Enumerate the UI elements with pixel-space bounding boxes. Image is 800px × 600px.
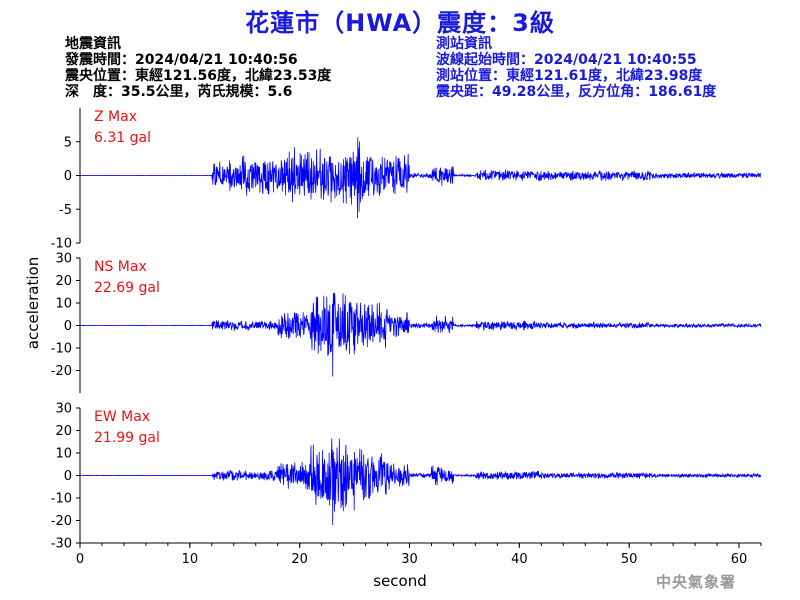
max-label: EW Max <box>94 409 150 425</box>
max-value: 6.31 gal <box>94 130 151 146</box>
y-tick-label: 10 <box>55 297 72 312</box>
y-tick-label: -10 <box>51 342 72 357</box>
quake-epicenter: 震央位置：東經121.56度，北緯23.53度 <box>65 68 332 84</box>
waveform-ew <box>79 438 762 526</box>
y-tick-label: 30 <box>55 252 72 267</box>
station-location: 測站位置：東經121.61度，北緯23.98度 <box>436 68 703 84</box>
y-tick-label: 20 <box>55 424 72 439</box>
x-axis-label: second <box>373 572 427 590</box>
waveform-z <box>79 137 762 219</box>
x-tick-label: 40 <box>511 552 528 567</box>
y-tick-label: 0 <box>64 319 72 334</box>
y-tick-label: -10 <box>51 237 72 252</box>
station-info-heading: 測站資訊 <box>436 36 492 52</box>
station-info: 測站資訊 波線起始時間：2024/04/21 10:40:55 測站位置：東經1… <box>436 36 716 100</box>
y-axis-label: acceleration <box>24 257 42 349</box>
max-label: NS Max <box>94 259 147 275</box>
max-label: Z Max <box>94 109 137 125</box>
x-tick-label: 10 <box>182 552 199 567</box>
page-title: 花蓮市（HWA）震度：3級 <box>245 9 555 37</box>
waveform-ns <box>79 292 762 377</box>
x-tick-label: 0 <box>76 552 84 567</box>
y-tick-label: 30 <box>55 402 72 417</box>
y-tick-label: -5 <box>59 203 72 218</box>
y-tick-label: 10 <box>55 447 72 462</box>
y-tick-label: -30 <box>51 537 72 552</box>
station-wave-start: 波線起始時間：2024/04/21 10:40:55 <box>436 52 697 68</box>
x-tick-label: 50 <box>621 552 638 567</box>
quake-info: 地震資訊 發震時間：2024/04/21 10:40:56 震央位置：東經121… <box>65 36 331 100</box>
y-tick-label: -10 <box>51 492 72 507</box>
y-tick-label: -20 <box>51 364 72 379</box>
station-distance: 震央距：49.28公里，反方位角：186.61度 <box>436 84 717 100</box>
x-tick-label: 60 <box>731 552 748 567</box>
y-tick-label: 0 <box>64 469 72 484</box>
quake-depth-magnitude: 深 度：35.5公里，芮氏規模：5.6 <box>65 84 293 100</box>
y-tick-label: 20 <box>55 274 72 289</box>
x-tick-label: 20 <box>291 552 308 567</box>
y-tick-label: -20 <box>51 514 72 529</box>
max-value: 22.69 gal <box>94 280 160 296</box>
x-tick-label: 30 <box>401 552 418 567</box>
quake-info-heading: 地震資訊 <box>65 36 121 52</box>
agency-label: 中央氣象署 <box>656 573 737 591</box>
y-tick-label: 5 <box>64 135 72 150</box>
y-tick-label: 0 <box>64 169 72 184</box>
max-value: 21.99 gal <box>94 430 160 446</box>
quake-time: 發震時間：2024/04/21 10:40:56 <box>65 52 298 68</box>
